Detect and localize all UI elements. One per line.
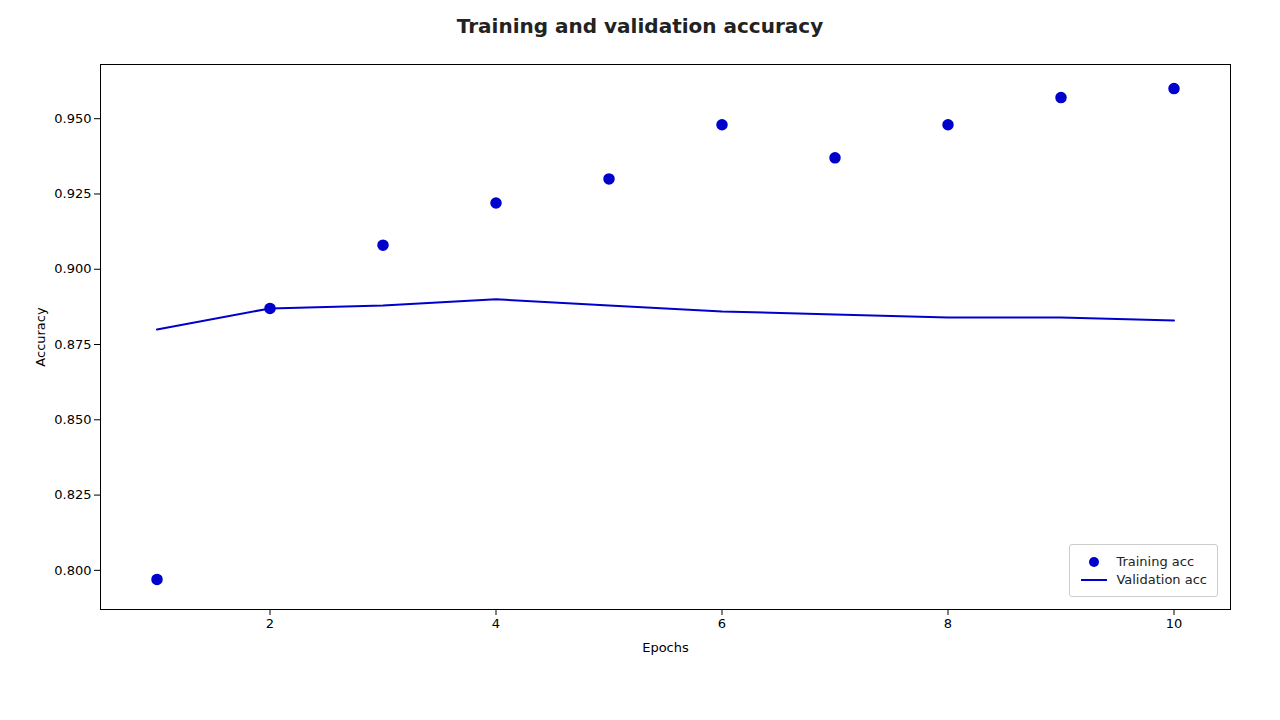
svg-text:0.875: 0.875 xyxy=(54,337,91,352)
svg-text:6: 6 xyxy=(718,616,726,631)
svg-text:0.900: 0.900 xyxy=(54,261,91,276)
svg-text:0.825: 0.825 xyxy=(54,487,91,502)
svg-text:Accuracy: Accuracy xyxy=(33,307,48,367)
svg-text:0.800: 0.800 xyxy=(54,563,91,578)
svg-text:0.950: 0.950 xyxy=(54,111,91,126)
svg-text:2: 2 xyxy=(266,616,274,631)
svg-text:Epochs: Epochs xyxy=(642,640,689,655)
svg-text:4: 4 xyxy=(492,616,500,631)
svg-text:8: 8 xyxy=(944,616,952,631)
svg-text:0.850: 0.850 xyxy=(54,412,91,427)
svg-text:10: 10 xyxy=(1166,616,1183,631)
html-text:Validation acc: Validation acc xyxy=(1116,572,1207,587)
html-text:Training and validation accura: Training and validation accuracy xyxy=(456,14,824,38)
html-text:Training acc: Training acc xyxy=(1116,554,1195,569)
svg-text:0.925: 0.925 xyxy=(54,186,91,201)
